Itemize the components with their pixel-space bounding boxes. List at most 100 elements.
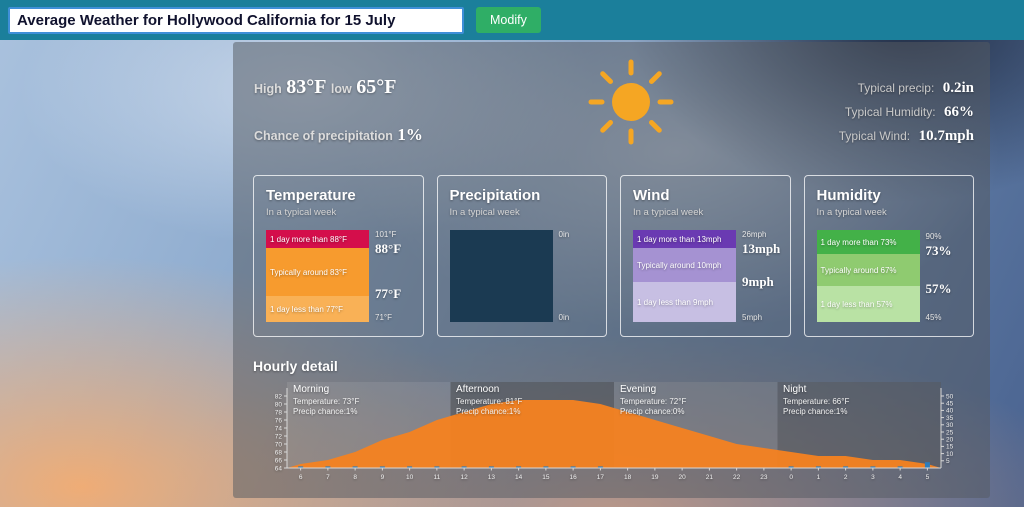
bar-axis-label: 9mph: [742, 274, 774, 289]
temperature-area: [287, 400, 941, 468]
hour-label: 6: [299, 474, 303, 481]
hour-label: 9: [381, 474, 385, 481]
left-axis-tick-label: 70: [275, 441, 283, 448]
hour-label: 2: [844, 474, 848, 481]
bar-segment-label: 1 day less than 57%: [820, 299, 893, 309]
stat-label: Typical Humidity:: [844, 105, 936, 119]
precip-bar: [298, 466, 304, 468]
card-subtitle: In a typical week: [266, 207, 337, 218]
hour-label: 10: [406, 474, 414, 481]
precip-bar: [516, 466, 522, 468]
precip-bar: [379, 466, 385, 468]
card-title: Humidity: [816, 187, 881, 204]
bar-axis-label: 0in: [558, 313, 570, 322]
left-axis-tick-label: 80: [275, 401, 283, 408]
bar-segment-label: 1 day more than 73%: [820, 237, 897, 247]
time-band: [777, 382, 941, 468]
bar-axis-label: 73%: [925, 243, 952, 258]
precipitation-card: Precipitation In a typical week 0in 0in: [436, 175, 607, 337]
bar-segment-high: 1 day more than 88°F: [266, 230, 369, 248]
card-subtitle: In a typical week: [816, 207, 887, 218]
right-axis-tick-label: 15: [946, 444, 954, 451]
stat-typical-wind: Typical Wind: 10.7mph: [839, 124, 974, 148]
hour-label: 15: [542, 474, 550, 481]
left-axis-tick-label: 82: [275, 393, 283, 400]
hour-label: 11: [434, 474, 441, 481]
stat-typical-precip: Typical precip: 0.2in: [839, 76, 974, 100]
precip-bar: [597, 466, 603, 468]
bar-segment-label: Typically around 83°F: [270, 267, 348, 277]
bar-axis-label: 13mph: [742, 241, 781, 256]
hour-label: 12: [461, 474, 469, 481]
precip-chance-label: Chance of precipitation: [254, 129, 393, 143]
bar-segment-label: 1 day more than 13mph: [637, 234, 722, 244]
hour-label: 8: [353, 474, 357, 481]
right-axis-tick-label: 35: [946, 415, 954, 422]
right-axis-tick-label: 5: [946, 458, 950, 465]
bar-axis-label: 57%: [925, 281, 952, 296]
hourly-detail-section: Hourly detail 82 80 78 76 74 72 70 68 66 64 50 45 40…: [253, 358, 974, 486]
right-axis-tick-label: 25: [946, 429, 954, 436]
high-value: 83°F: [286, 76, 327, 98]
hourly-chart-wrap: 82 80 78 76 74 72 70 68 66 64 50 45 40 35 30 25 20 15 10 5 6…: [253, 382, 974, 486]
card-subtitle: In a typical week: [633, 207, 704, 218]
precip-bar: [570, 466, 576, 468]
typical-stats: Typical precip: 0.2in Typical Humidity: …: [839, 76, 974, 148]
bar-segment-typical: Typically around 10mph: [633, 248, 736, 282]
left-axis-tick-label: 64: [275, 465, 283, 472]
bar-segment-typical: Typically around 83°F: [266, 248, 369, 296]
high-low-line: High 83°F low 65°F: [254, 76, 423, 99]
low-value: 65°F: [356, 76, 397, 98]
hour-label: 13: [488, 474, 496, 481]
bar-segment-high: 1 day more than 73%: [816, 230, 920, 254]
right-axis-tick-label: 45: [946, 401, 954, 408]
hour-label: 20: [679, 474, 687, 481]
weather-query-input[interactable]: [8, 6, 464, 34]
bar-segment-typical: Typically around 67%: [816, 254, 920, 286]
precip-bar: [815, 466, 821, 468]
precip-bar: [897, 466, 903, 468]
bar-segment-low: 1 day less than 77°F: [266, 296, 369, 322]
hour-label: 7: [326, 474, 330, 481]
bar-segment-label: Typically around 10mph: [637, 260, 722, 270]
sun-icon-svg: [588, 59, 674, 145]
stat-value: 0.2in: [942, 80, 974, 96]
weekly-cards: Temperature In a typical week 1 day more…: [253, 175, 974, 337]
card-title: Temperature: [266, 187, 356, 204]
precip-chance-value: 1%: [397, 125, 423, 144]
hourly-chart: 8280787674727068666450454035302520151056…: [275, 382, 954, 481]
bar-segment-label: 1 day less than 9mph: [637, 297, 714, 307]
left-axis-tick-label: 68: [275, 449, 283, 456]
hour-label: 22: [733, 474, 741, 481]
bar-axis-label: 77°F: [375, 286, 402, 301]
low-label: low: [330, 82, 352, 96]
bar-axis-label: 71°F: [375, 313, 392, 322]
stat-value: 10.7mph: [918, 128, 974, 144]
bar-axis-label: 88°F: [375, 241, 402, 256]
hour-label: 14: [515, 474, 523, 481]
bar-axis-label: 5mph: [742, 313, 763, 322]
precip-chance-line: Chance of precipitation 1%: [254, 125, 423, 145]
modify-button[interactable]: Modify: [476, 7, 541, 33]
bar-segment-high: 1 day more than 13mph: [633, 230, 736, 248]
bar-axis-label: 90%: [925, 232, 942, 241]
hourly-detail-title: Hourly detail: [253, 358, 338, 374]
right-axis-tick-label: 10: [946, 451, 954, 458]
card-title: Wind: [633, 187, 670, 204]
hour-label: 16: [570, 474, 578, 481]
precip-bar: [788, 466, 794, 468]
hour-label: 18: [624, 474, 632, 481]
left-axis-tick-label: 66: [275, 457, 283, 464]
bar-segment-low: 1 day less than 9mph: [633, 282, 736, 322]
hour-label: 21: [706, 474, 714, 481]
precip-bar: [488, 466, 494, 468]
bar-segment-low: 1 day less than 57%: [816, 286, 920, 322]
left-axis-tick-label: 78: [275, 409, 283, 416]
weather-panel: High 83°F low 65°F Chance of precipitati…: [233, 42, 990, 498]
precip-bar: [461, 466, 467, 468]
precipitation-range-box: [449, 230, 553, 322]
precip-bar: [325, 466, 331, 468]
hour-label: 4: [898, 474, 902, 481]
humidity-card: Humidity In a typical week 1 day more th…: [803, 175, 974, 337]
